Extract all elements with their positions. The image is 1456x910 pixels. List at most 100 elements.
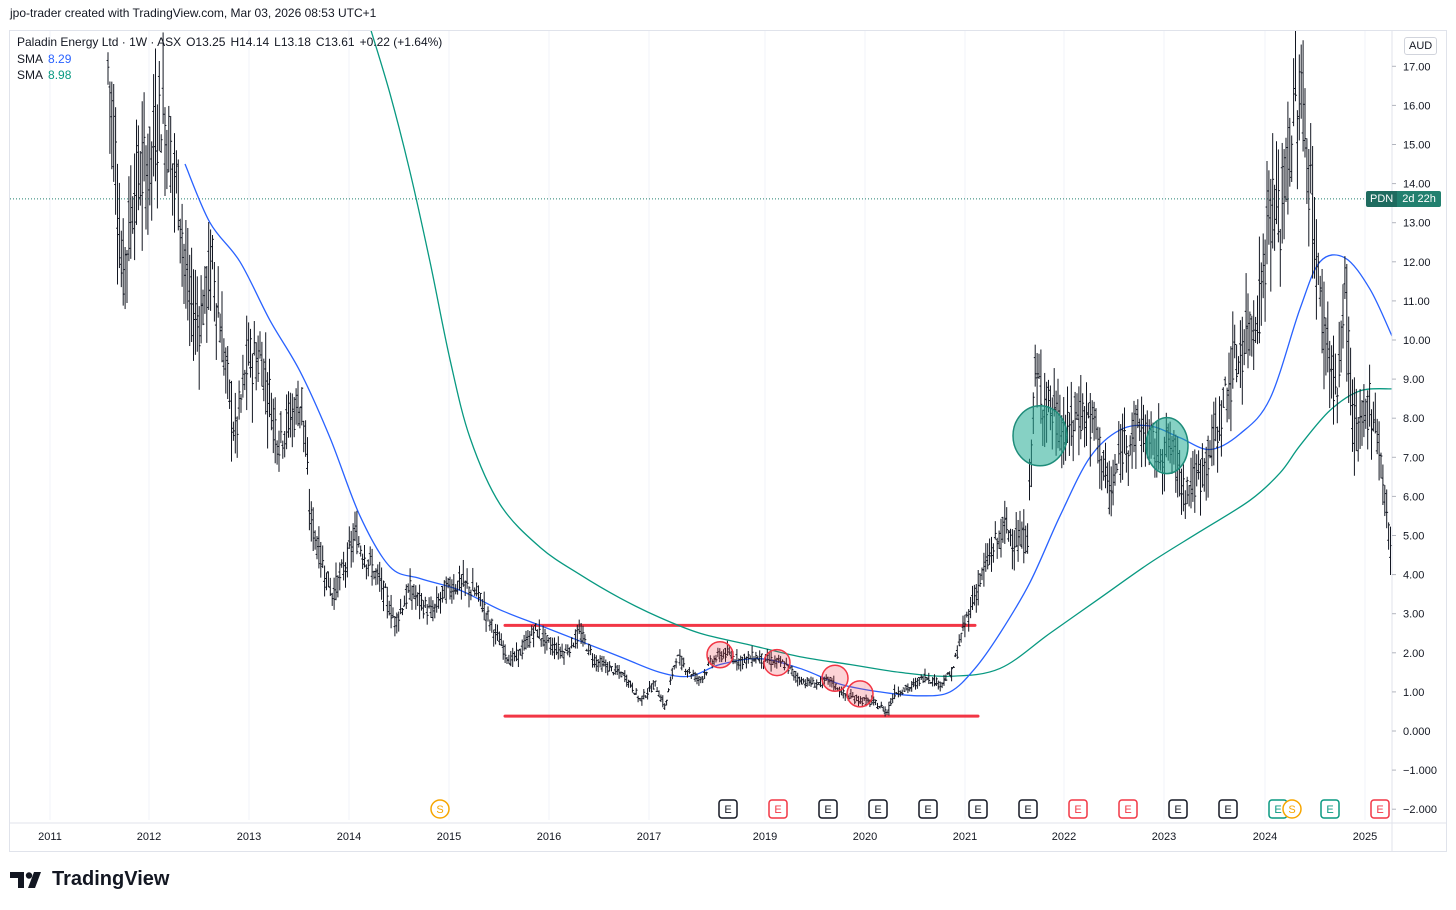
- earnings-event-marker[interactable]: E: [1218, 799, 1238, 819]
- tradingview-logo[interactable]: TradingView: [10, 868, 169, 891]
- split-event-marker[interactable]: S: [430, 799, 450, 819]
- price-bar: [232, 421, 235, 441]
- price-bar: [1387, 522, 1390, 550]
- price-bar: [298, 406, 302, 429]
- x-tick-label: 2017: [637, 831, 661, 843]
- price-bar: [315, 536, 319, 560]
- price-bar: [1267, 170, 1271, 245]
- price-bar: [1223, 376, 1227, 387]
- price-bar: [1282, 149, 1286, 240]
- x-tick-label: 2014: [337, 831, 361, 843]
- earnings-event-marker[interactable]: E: [1018, 799, 1038, 819]
- earnings-event-marker[interactable]: E: [918, 799, 938, 819]
- earnings-event-marker[interactable]: E: [768, 799, 788, 819]
- price-bar: [824, 674, 828, 681]
- price-bar: [1265, 160, 1269, 265]
- price-bar: [247, 322, 250, 366]
- price-bar: [718, 648, 722, 663]
- earnings-event-marker[interactable]: E: [968, 799, 988, 819]
- svg-text:E: E: [1124, 804, 1131, 816]
- price-bar: [401, 608, 404, 616]
- price-bar: [313, 530, 317, 550]
- price-bar: [355, 510, 359, 555]
- price-bar: [188, 254, 192, 347]
- legend-sma-2[interactable]: SMA 8.98: [17, 67, 442, 84]
- price-tag-countdown: 2d 22h: [1397, 190, 1441, 207]
- price-bar: [391, 607, 395, 618]
- price-bar: [346, 542, 349, 578]
- price-bar: [393, 615, 397, 637]
- earnings-event-marker[interactable]: E: [1268, 799, 1288, 819]
- price-bar: [146, 133, 150, 235]
- legend-title-row[interactable]: Paladin Energy Ltd · 1W · ASX O13.25 H14…: [17, 34, 442, 51]
- price-bar: [435, 586, 439, 613]
- x-tick-label: 2022: [1052, 831, 1076, 843]
- red-circle-annotation[interactable]: [821, 664, 849, 692]
- sma-slow-line[interactable]: [370, 27, 1392, 678]
- price-bar: [777, 654, 781, 664]
- red-circle-annotation[interactable]: [706, 641, 734, 669]
- price-bar: [1256, 295, 1259, 345]
- price-bar: [290, 393, 294, 448]
- price-bar: [522, 634, 526, 651]
- price-bar: [640, 695, 644, 706]
- price-bar: [173, 133, 176, 233]
- price-bar: [682, 657, 686, 668]
- price-tag-symbol: PDN: [1366, 190, 1398, 207]
- price-bar: [319, 541, 323, 578]
- price-bar: [1007, 530, 1010, 542]
- red-circle-annotation[interactable]: [846, 680, 874, 708]
- red-circle-annotation[interactable]: [763, 648, 791, 677]
- price-bar: [860, 697, 864, 707]
- earnings-event-marker[interactable]: E: [1068, 799, 1088, 819]
- price-bar: [1096, 426, 1100, 464]
- price-bar: [746, 651, 750, 664]
- price-bar: [334, 562, 338, 601]
- price-bar: [722, 649, 725, 659]
- currency-button[interactable]: AUD: [1404, 37, 1438, 55]
- price-bar: [992, 543, 995, 563]
- price-bar: [826, 676, 830, 685]
- earnings-event-marker[interactable]: E: [868, 799, 888, 819]
- legend-sma-1[interactable]: SMA 8.29: [17, 51, 442, 68]
- split-event-marker[interactable]: S: [1282, 799, 1302, 819]
- x-axis: 2011 2012 2013 2014 2015 2016 2017 2019 2020 2021…: [10, 822, 1446, 843]
- price-bar: [1248, 311, 1252, 356]
- price-bar: [1107, 460, 1111, 515]
- price-bar: [743, 653, 746, 664]
- price-bar: [792, 670, 796, 681]
- earnings-event-marker[interactable]: E: [1370, 799, 1390, 819]
- price-bar: [165, 129, 169, 190]
- price-bar: [1292, 58, 1295, 127]
- y-tick-label: 3.00: [1403, 609, 1424, 621]
- price-bar: [1197, 450, 1200, 480]
- price-bar: [537, 619, 541, 639]
- earnings-event-marker[interactable]: E: [1118, 799, 1138, 819]
- earnings-event-marker[interactable]: E: [818, 799, 838, 819]
- legend-open: O13.25: [186, 35, 226, 49]
- price-bar: [399, 598, 402, 615]
- price-bar: [526, 630, 530, 648]
- price-bar: [889, 697, 893, 706]
- price-bar: [213, 261, 216, 322]
- green-circle-annotation[interactable]: [1145, 416, 1189, 475]
- price-bar: [218, 313, 222, 343]
- sma-fast-line[interactable]: [184, 163, 1392, 697]
- earnings-event-marker[interactable]: E: [1320, 799, 1340, 819]
- price-bar: [260, 341, 264, 387]
- y-tick-label: −2.000: [1403, 804, 1437, 816]
- x-tick-label: 2021: [953, 831, 977, 843]
- brand-name: TradingView: [52, 868, 170, 890]
- price-bar: [1201, 443, 1204, 488]
- earnings-event-marker[interactable]: E: [1168, 799, 1188, 819]
- price-bar: [822, 676, 826, 685]
- price-bar: [978, 573, 982, 587]
- earnings-event-marker[interactable]: E: [718, 799, 738, 819]
- y-tick-label: 8.00: [1403, 413, 1424, 425]
- legend-close: C13.61: [315, 35, 355, 49]
- price-bar: [171, 163, 174, 216]
- green-circle-annotation[interactable]: [1012, 405, 1068, 467]
- price-bar: [517, 649, 520, 668]
